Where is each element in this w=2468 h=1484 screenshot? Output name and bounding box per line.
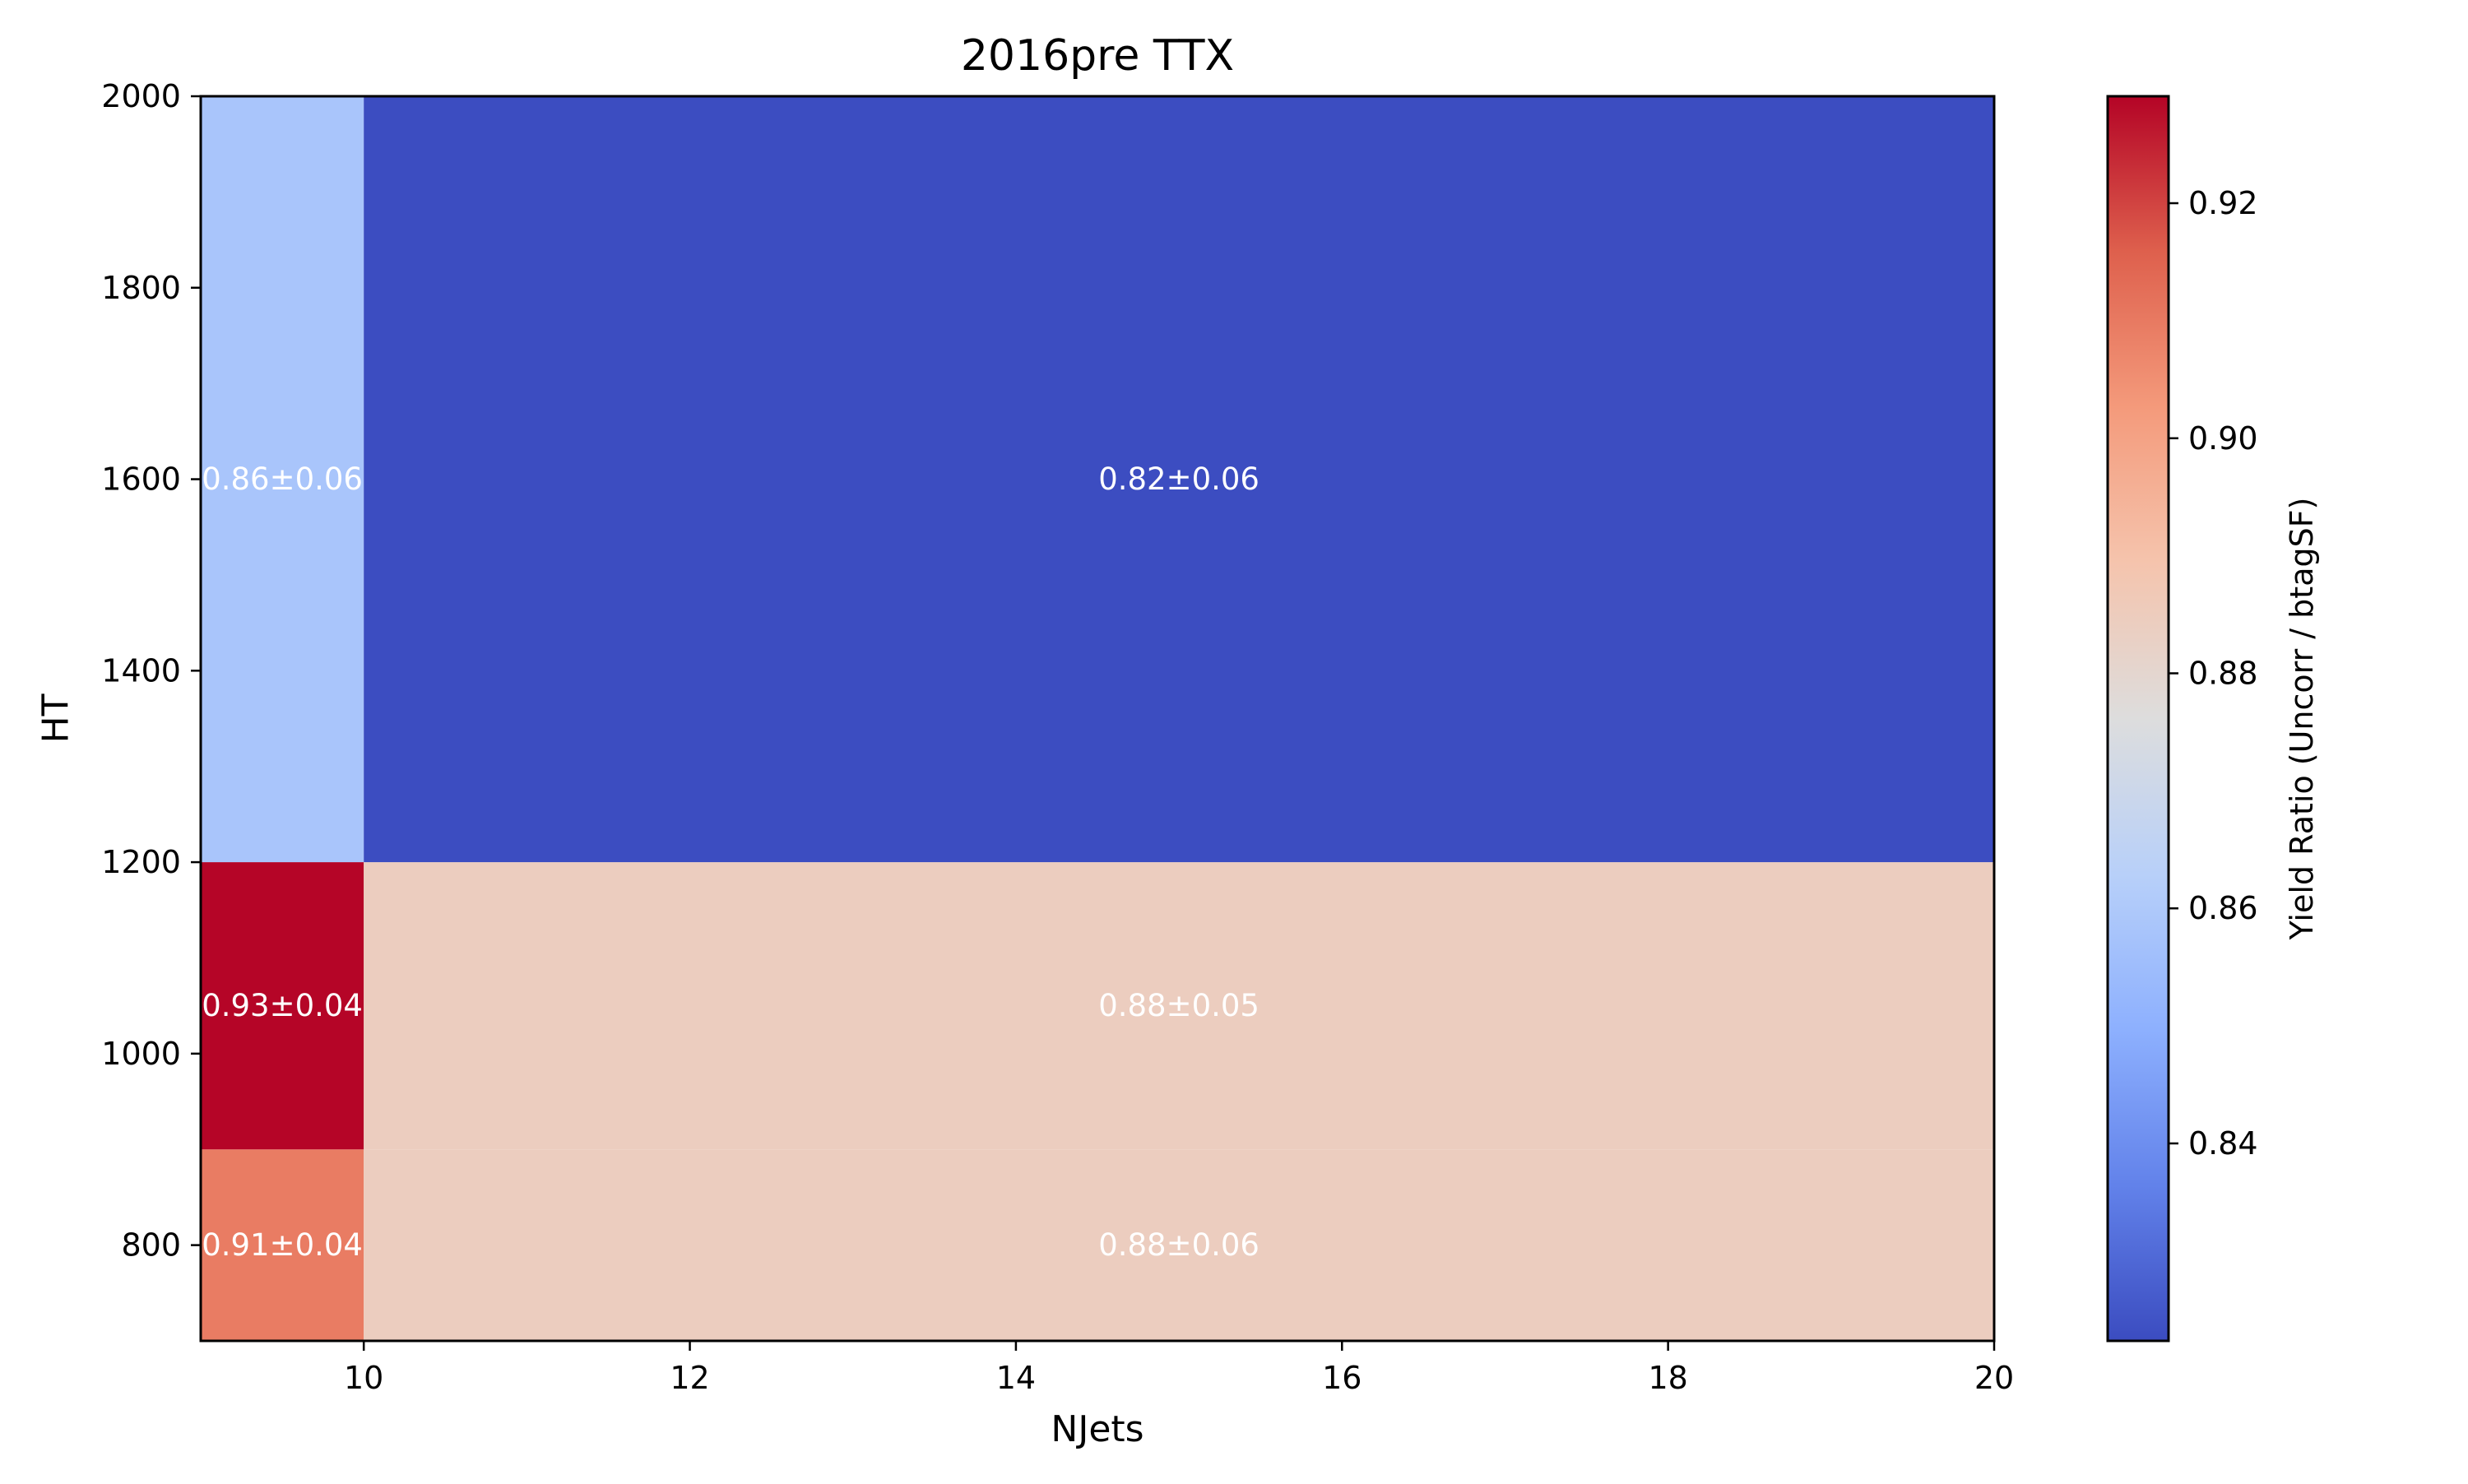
colorbar-gradient [2106, 95, 2170, 1343]
y-tick-label: 1600 [101, 461, 181, 498]
y-tick-label: 1000 [101, 1036, 181, 1072]
x-tick-label: 14 [996, 1360, 1036, 1396]
y-tick-label: 800 [121, 1227, 181, 1264]
cell-value-label: 0.88±0.05 [1098, 988, 1260, 1023]
heatmap-cell [201, 1149, 364, 1341]
colorbar-tick-label: 0.90 [2188, 420, 2258, 457]
x-tick-label: 18 [1648, 1360, 1687, 1396]
heatmap-cell [201, 862, 364, 1150]
y-tick-label: 2000 [101, 78, 181, 114]
heatmap-cell [364, 96, 1994, 863]
heatmap-cell [364, 1149, 1994, 1341]
plot-frame [199, 95, 1996, 1343]
x-tick-label: 10 [344, 1360, 383, 1396]
y-tick-label: 1400 [101, 652, 181, 689]
colorbar-tick-label: 0.92 [2188, 185, 2258, 221]
colorbar-label: Yield Ratio (Uncorr / btagSF) [2284, 498, 2320, 941]
cell-value-label: 0.88±0.06 [1098, 1227, 1260, 1263]
x-axis-label: NJets [1051, 1408, 1144, 1450]
heatmap-cell [201, 96, 364, 863]
heatmap-cell [364, 862, 1994, 1150]
cell-value-label: 0.82±0.06 [1098, 461, 1260, 497]
chart-title: 2016pre TTX [961, 31, 1234, 81]
cell-value-label: 0.93±0.04 [202, 988, 363, 1023]
y-tick-label: 1800 [101, 270, 181, 306]
x-tick-label: 12 [670, 1360, 709, 1396]
x-tick-label: 20 [1974, 1360, 2014, 1396]
cell-value-label: 0.91±0.04 [202, 1227, 363, 1263]
colorbar-tick-label: 0.88 [2188, 655, 2258, 691]
cell-value-label: 0.86±0.06 [202, 461, 363, 497]
y-axis-label: HT [35, 693, 77, 743]
colorbar-tick-label: 0.86 [2188, 890, 2258, 926]
x-tick-label: 16 [1322, 1360, 1362, 1396]
colorbar-tick-label: 0.84 [2188, 1125, 2258, 1162]
y-tick-label: 1200 [101, 844, 181, 880]
